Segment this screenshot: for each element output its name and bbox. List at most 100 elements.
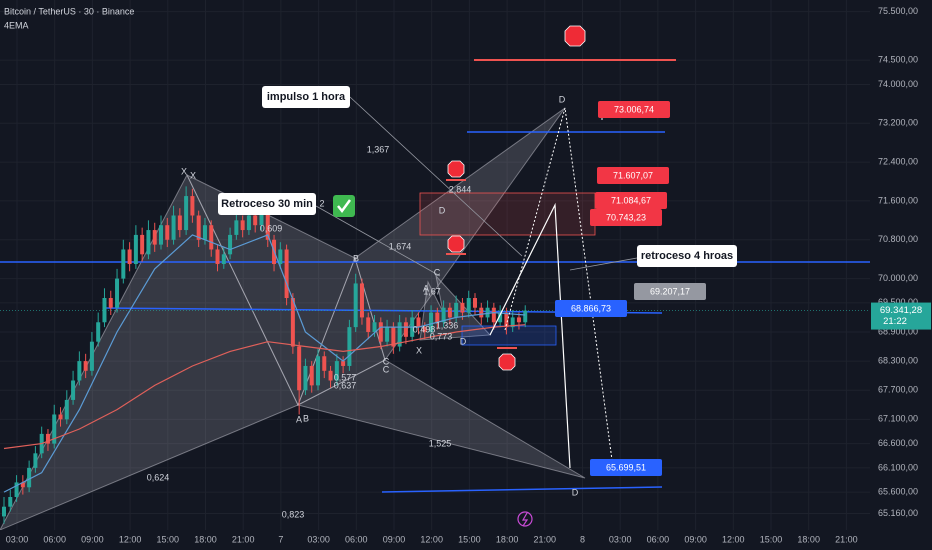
y-tick-label: 66.600,00: [878, 438, 918, 448]
ratio: 0,637: [334, 380, 357, 390]
time-axis: [0, 530, 932, 550]
candle-body: [27, 467, 32, 488]
connector: [349, 96, 523, 257]
x-tick-label: 06:00: [43, 534, 66, 544]
candle-body: [52, 414, 57, 444]
candle-body: [14, 482, 19, 497]
candle-body: [77, 361, 82, 381]
candle-body: [58, 414, 63, 420]
candle-body: [152, 230, 157, 245]
candle-body: [316, 356, 320, 386]
pattern-label: D: [460, 336, 467, 346]
candle-body: [228, 234, 233, 255]
candle-body: [309, 365, 314, 386]
candle-body: [322, 356, 327, 371]
x-tick-label: 06:00: [647, 534, 670, 544]
candle-body: [177, 215, 182, 231]
candle-body: [133, 234, 138, 265]
candle-body: [441, 307, 446, 323]
candle-body: [397, 322, 402, 347]
y-tick-label: 74.500,00: [878, 55, 918, 65]
price-label: 70.743,23: [606, 212, 646, 222]
axes: 75.500,00 74.500,00 74.000,00 73.200,00 72.4…: [6, 6, 931, 544]
candle-body: [303, 365, 308, 391]
callout: retroceso 4 hroas: [641, 250, 733, 262]
symbol-title: Bitcoin / TetherUS · 30 · Binance: [4, 6, 134, 16]
candle-body: [491, 307, 496, 323]
x-tick-label: 21:00: [232, 534, 255, 544]
pattern-label: X: [416, 345, 422, 355]
candle-body: [416, 317, 421, 328]
ratio: 0,577: [334, 372, 357, 382]
callout-box: [218, 193, 316, 215]
ema-line: [3, 234, 526, 493]
candle-body: [259, 210, 264, 226]
y-tick-label: 67.100,00: [878, 414, 918, 424]
price-label: 69.207,17: [650, 286, 690, 296]
x-tick-label: 8: [580, 534, 585, 544]
x-tick-label: 06:00: [345, 534, 368, 544]
pattern-label: B: [303, 413, 309, 423]
candle-body: [234, 220, 239, 235]
price-label-box: [590, 209, 662, 226]
x-tick-label: 03:00: [307, 534, 330, 544]
stop-icon: [447, 160, 465, 178]
candle-body: [64, 399, 69, 420]
callout: Retroceso 30 min: [221, 198, 313, 210]
check-icon: [333, 195, 355, 217]
ratio: 0,609: [260, 223, 283, 233]
candle-body: [485, 307, 490, 318]
pattern-label: X: [190, 170, 196, 180]
pattern-label: C: [383, 364, 390, 374]
price-label-box: [595, 192, 667, 209]
candle-body: [454, 302, 459, 318]
candle-body: [479, 307, 484, 318]
candle-body: [473, 298, 477, 308]
candle-body: [466, 298, 471, 313]
y-tick-label: 69.500,00: [878, 297, 918, 307]
event-icon[interactable]: [517, 511, 533, 527]
x-tick-label: 15:00: [458, 534, 481, 544]
candle-body: [447, 307, 452, 318]
candle-body: [196, 215, 201, 240]
candle-body: [290, 298, 295, 347]
connector: [569, 257, 638, 271]
candle-body: [20, 482, 25, 488]
candle-body: [341, 361, 346, 366]
y-tick-label: 67.700,00: [878, 385, 918, 395]
y-tick-label: 75.500,00: [878, 6, 918, 16]
price-label-box: [634, 283, 706, 300]
x-tick-label: 12:00: [420, 534, 443, 544]
x-tick-label: 09:00: [383, 534, 406, 544]
y-tick-label: 68.900,00: [878, 326, 918, 336]
x-tick-label: 03:00: [609, 534, 632, 544]
candle-body: [372, 322, 377, 332]
candle-body: [215, 249, 220, 265]
stop-icons: [447, 25, 586, 371]
candle-body: [71, 380, 76, 400]
x-tick-label: 09:00: [81, 534, 104, 544]
candle-body: [523, 310, 528, 323]
candle-body: [121, 249, 126, 279]
candle-body: [102, 298, 107, 323]
candle-body: [140, 234, 145, 255]
pattern-label: C: [383, 356, 390, 366]
candle-body: [115, 278, 120, 308]
candle-body: [202, 225, 207, 240]
price-label: 71.607,07: [613, 170, 653, 180]
pattern-label: B: [353, 253, 359, 263]
pattern-shape: [296, 359, 586, 479]
candle-body: [284, 249, 289, 299]
candle-body: [516, 317, 521, 323]
price-label-box: [555, 300, 627, 317]
ratio: 1,525: [429, 438, 452, 448]
ratio: 2: [319, 198, 324, 208]
candle-body: [359, 283, 364, 318]
pattern-label: X: [181, 166, 187, 176]
candle-body: [171, 215, 176, 240]
candle-body: [385, 327, 390, 342]
candle-body: [8, 496, 13, 507]
candle-body: [96, 322, 101, 342]
candle-body: [253, 215, 258, 226]
pattern-label: D: [572, 487, 579, 497]
